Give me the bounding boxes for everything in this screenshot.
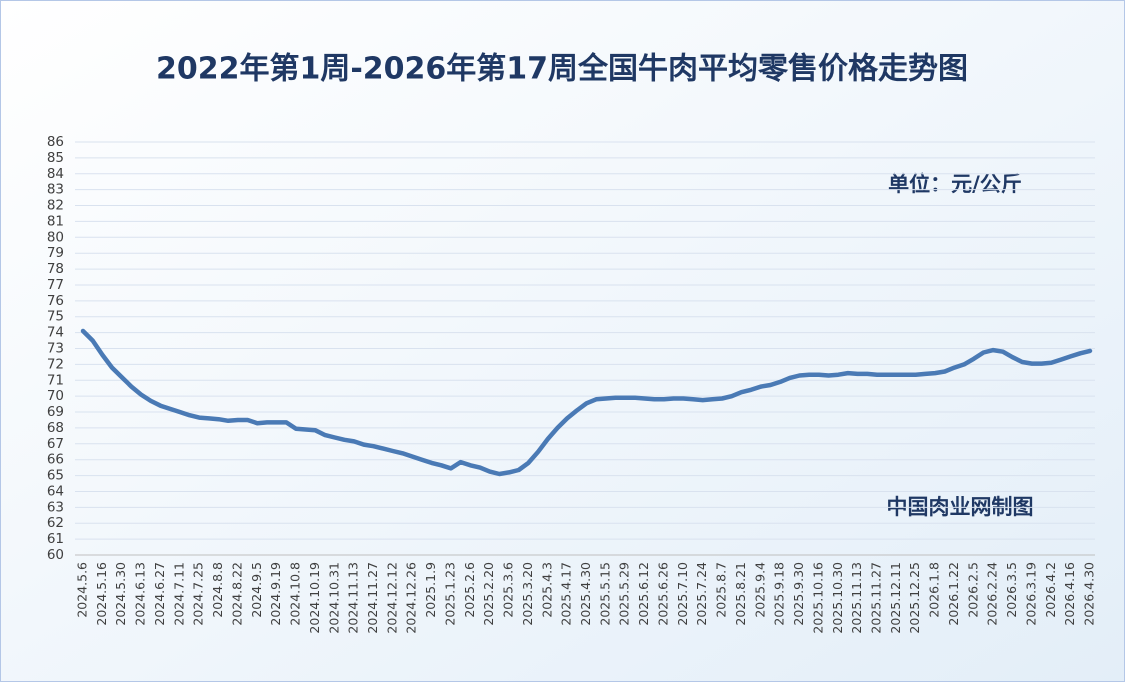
y-tick-label: 77 bbox=[47, 277, 64, 293]
x-tick-label: 2025.2.6 bbox=[462, 562, 477, 618]
x-tick-label: 2025.5.15 bbox=[597, 562, 612, 626]
x-tick-label: 2024.10.31 bbox=[326, 562, 341, 634]
grid: 6061626364656667686970717273747576777879… bbox=[47, 134, 1095, 563]
y-tick-label: 86 bbox=[47, 134, 64, 150]
x-tick-label: 2024.5.6 bbox=[75, 562, 90, 618]
x-tick-label: 2026.2.24 bbox=[985, 562, 1000, 626]
y-tick-label: 79 bbox=[47, 245, 64, 261]
unit-note: 单位：元/公斤 bbox=[888, 172, 1022, 196]
y-tick-label: 81 bbox=[47, 213, 64, 229]
y-tick-label: 64 bbox=[47, 483, 64, 499]
x-tick-label: 2025.10.16 bbox=[810, 562, 825, 634]
y-tick-label: 82 bbox=[47, 198, 64, 214]
x-tick-label: 2025.10.30 bbox=[830, 562, 845, 634]
x-tick-label: 2025.2.20 bbox=[481, 562, 496, 626]
x-tick-label: 2025.11.13 bbox=[849, 562, 864, 634]
x-tick-label: 2024.8.8 bbox=[210, 562, 225, 618]
x-tick-label: 2025.6.26 bbox=[655, 562, 670, 626]
x-tick-label: 2025.1.9 bbox=[423, 562, 438, 618]
y-tick-label: 65 bbox=[47, 468, 64, 484]
x-tick-label: 2026.1.22 bbox=[946, 562, 961, 626]
y-tick-label: 84 bbox=[47, 166, 64, 182]
x-tick-label: 2024.9.5 bbox=[249, 562, 264, 618]
x-tick-label: 2025.5.29 bbox=[617, 562, 632, 626]
x-tick-label: 2025.4.30 bbox=[578, 562, 593, 626]
x-tick-label: 2026.4.16 bbox=[1062, 562, 1077, 626]
y-tick-label: 67 bbox=[47, 436, 64, 452]
x-tick-label: 2025.7.24 bbox=[694, 562, 709, 626]
y-tick-label: 63 bbox=[47, 499, 64, 515]
x-tick-label: 2025.8.7 bbox=[714, 562, 729, 618]
y-tick-label: 68 bbox=[47, 420, 64, 436]
x-tick-label: 2025.6.12 bbox=[636, 562, 651, 626]
y-tick-label: 75 bbox=[47, 309, 64, 325]
x-tick-label: 2026.1.8 bbox=[927, 562, 942, 618]
x-tick-label: 2024.5.30 bbox=[113, 562, 128, 626]
price-line bbox=[80, 328, 1093, 477]
x-tick-label: 2026.3.5 bbox=[1004, 562, 1019, 618]
x-tick-label: 2024.7.11 bbox=[171, 562, 186, 626]
chart-title: 2022年第1周-2026年第17周全国牛肉平均零售价格走势图 bbox=[156, 52, 968, 87]
y-tick-label: 85 bbox=[47, 150, 64, 166]
x-tick-label: 2025.1.23 bbox=[442, 562, 457, 626]
y-tick-label: 73 bbox=[47, 341, 64, 357]
x-tick-label: 2025.3.20 bbox=[520, 562, 535, 626]
plot: 2024.5.6 2024.5.16 2024.5.30 2024.6.13 2024.… bbox=[75, 328, 1097, 634]
x-tick-label: 2026.3.19 bbox=[1023, 562, 1038, 626]
x-tick-label: 2025.4.3 bbox=[539, 562, 554, 618]
y-tick-label: 83 bbox=[47, 182, 64, 198]
x-tick-label: 2025.9.30 bbox=[791, 562, 806, 626]
y-tick-label: 69 bbox=[47, 404, 64, 420]
y-tick-label: 61 bbox=[47, 531, 64, 547]
y-tick-label: 66 bbox=[47, 452, 64, 468]
x-tick-label: 2024.12.26 bbox=[404, 562, 419, 634]
x-tick-label: 2024.7.25 bbox=[191, 562, 206, 626]
x-tick-label: 2024.5.16 bbox=[94, 562, 109, 626]
x-tick-label: 2025.4.17 bbox=[559, 562, 574, 626]
x-tick-label: 2024.10.19 bbox=[307, 562, 322, 634]
x-tick-label: 2025.7.10 bbox=[675, 562, 690, 626]
x-tick-label: 2024.11.27 bbox=[365, 562, 380, 634]
y-tick-label: 60 bbox=[47, 547, 64, 563]
y-tick-label: 62 bbox=[47, 515, 64, 531]
x-tick-label: 2026.4.30 bbox=[1082, 562, 1097, 626]
x-tick-label: 2024.10.8 bbox=[288, 562, 303, 626]
y-tick-label: 78 bbox=[47, 261, 64, 277]
y-tick-label: 71 bbox=[47, 372, 64, 388]
x-tick-label: 2024.6.13 bbox=[133, 562, 148, 626]
x-tick-label: 2026.4.2 bbox=[1043, 562, 1058, 618]
y-tick-label: 80 bbox=[47, 229, 64, 245]
x-tick-label: 2025.12.25 bbox=[907, 562, 922, 634]
y-tick-label: 74 bbox=[47, 325, 64, 341]
x-tick-label: 2026.2.5 bbox=[965, 562, 980, 618]
x-tick-label: 2024.6.27 bbox=[152, 562, 167, 626]
x-tick-label: 2024.12.12 bbox=[384, 562, 399, 634]
x-tick-label: 2025.9.18 bbox=[772, 562, 787, 626]
x-tick-label: 2024.11.13 bbox=[346, 562, 361, 634]
x-tick-label: 2025.8.21 bbox=[733, 562, 748, 626]
x-tick-label: 2024.9.19 bbox=[268, 562, 283, 626]
y-tick-label: 72 bbox=[47, 356, 64, 372]
x-tick-label: 2025.12.11 bbox=[888, 562, 903, 634]
y-tick-label: 70 bbox=[47, 388, 64, 404]
x-tick-label: 2025.9.4 bbox=[752, 562, 767, 618]
x-tick-label: 2025.11.27 bbox=[868, 562, 883, 634]
y-tick-label: 76 bbox=[47, 293, 64, 309]
x-tick-label: 2025.3.6 bbox=[501, 562, 516, 618]
x-tick-label: 2024.8.22 bbox=[229, 562, 244, 626]
